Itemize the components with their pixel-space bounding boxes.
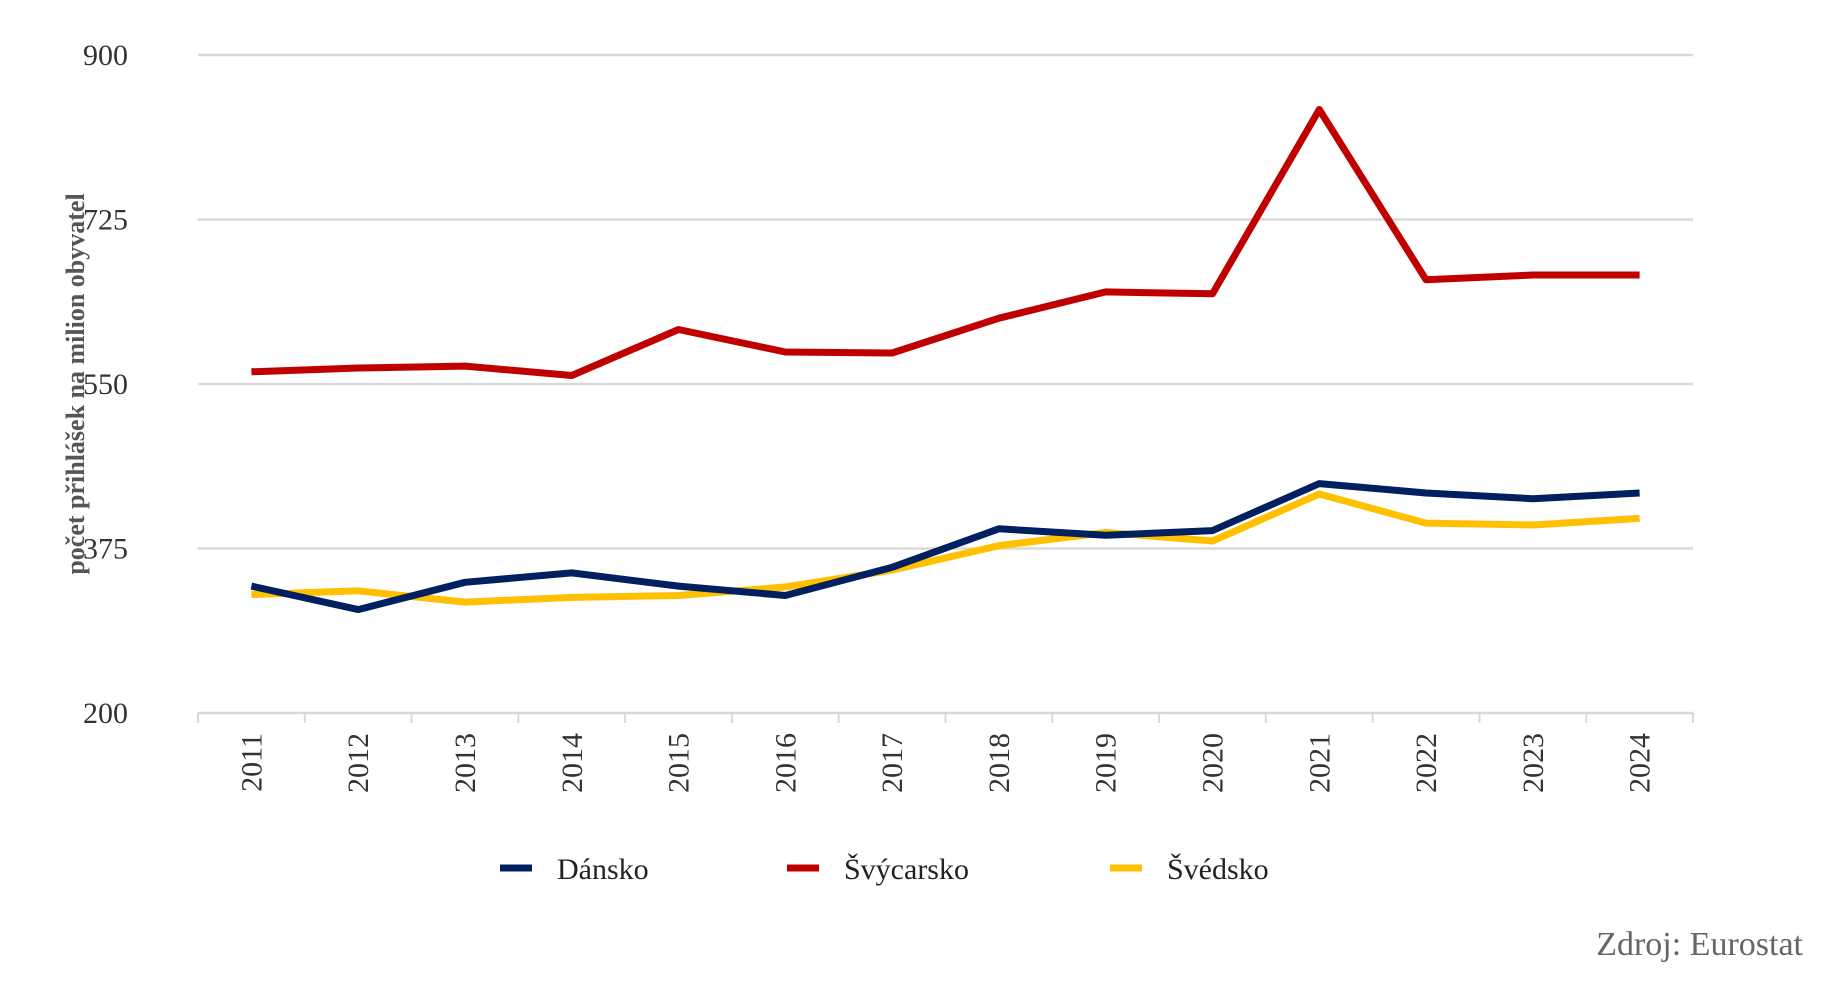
x-tick-label: 2019 [1090,733,1123,793]
x-tick-label: 2012 [342,733,375,793]
y-tick-label: 200 [83,697,128,730]
series-layer [250,106,1640,614]
y-axis: 200 375 550 725 900 [83,39,128,730]
y-tick-label: 725 [83,204,128,237]
x-tick-label: 2016 [769,733,802,793]
y-tick-label: 375 [83,533,128,566]
x-tick-label: 2017 [876,733,909,793]
y-tick-label: 550 [83,368,128,401]
x-tick-label: 2014 [556,733,589,793]
x-tick-label: 2013 [449,733,482,793]
x-tick-label: 2024 [1624,733,1657,793]
series-line-Švýcarsko [251,106,1640,379]
y-tick-label: 900 [83,39,128,72]
x-tick-label: 2021 [1303,733,1336,793]
y-axis-title: počet přihlášek na milion obyvatel [61,193,90,574]
x-tick-label: 2022 [1410,733,1443,793]
series-line-Dánsko [250,480,1640,614]
x-axis: 2011 2012 2013 2014 2015 2016 2017 2018 2019 2020… [197,713,1694,793]
grid-layer [198,53,1693,715]
x-tick-label: 2020 [1196,733,1229,793]
source-note: Zdroj: Eurostat [1596,926,1803,963]
x-tick-label: 2011 [235,733,268,792]
legend: Dánsko Švýcarsko Švédsko [500,853,1269,886]
x-tick-label: 2015 [663,733,696,793]
x-tick-label: 2023 [1517,733,1550,793]
x-tick-label: 2018 [983,733,1016,793]
legend-label: Švýcarsko [844,853,969,886]
legend-label: Švédsko [1167,853,1269,886]
legend-label: Dánsko [557,853,649,886]
series-line-Švédsko [251,490,1640,606]
